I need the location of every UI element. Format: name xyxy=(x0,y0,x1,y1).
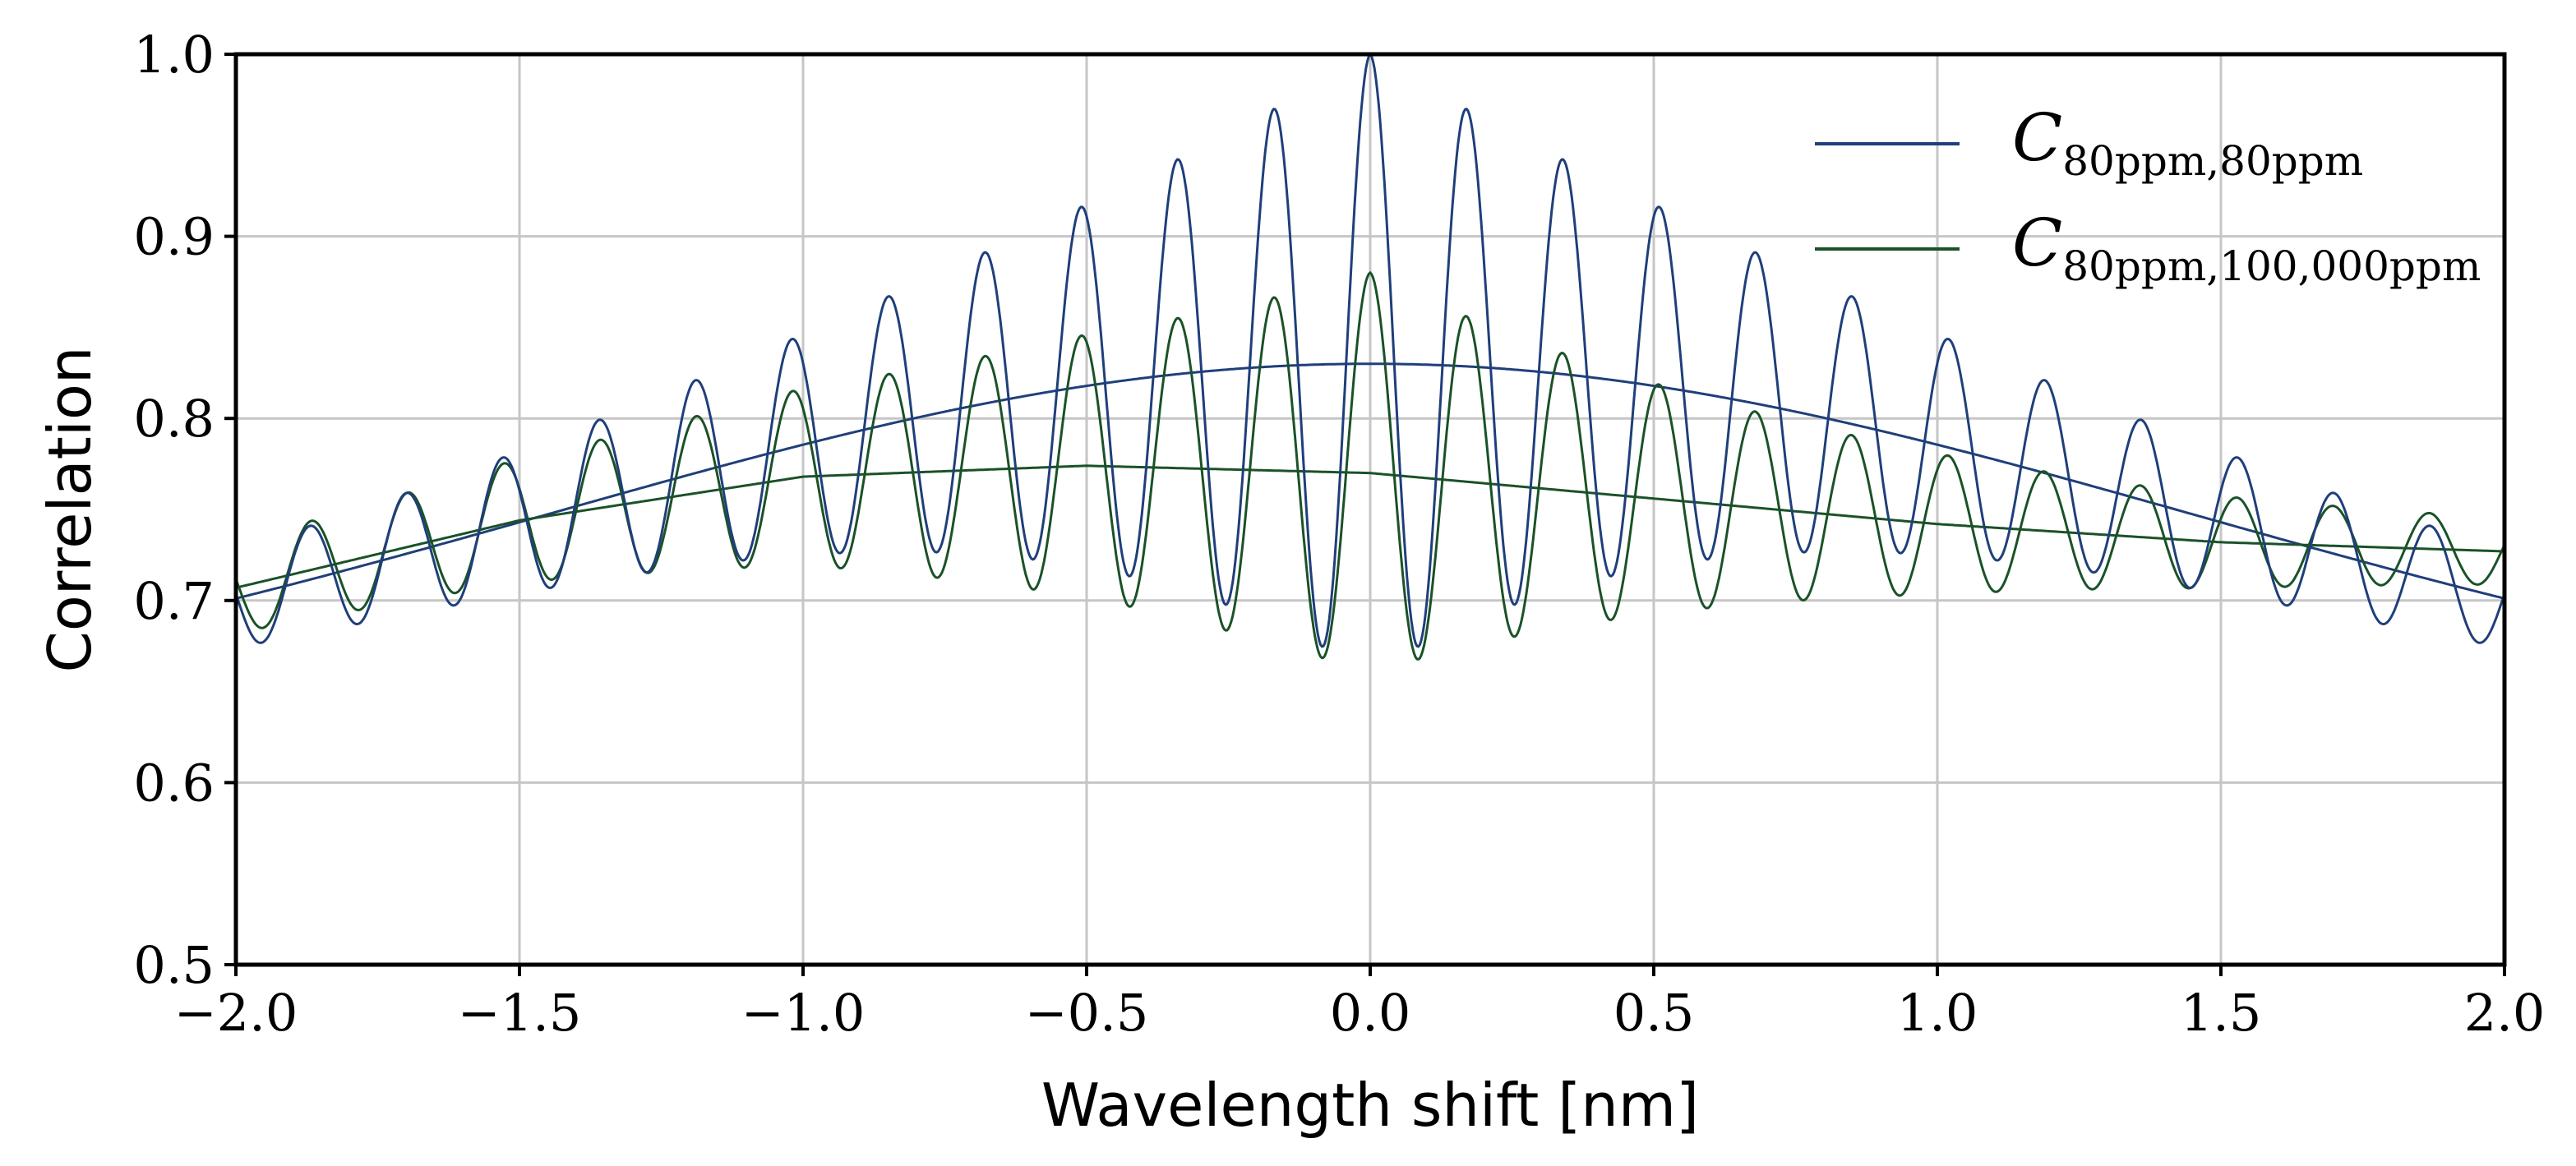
envelope-curves xyxy=(235,362,2505,600)
series-2-line xyxy=(234,270,2506,661)
legend-label-2: C80ppm,100,000ppm xyxy=(2012,205,2481,290)
y-tick-label: 0.6 xyxy=(133,753,215,813)
series-1-envelope-line xyxy=(235,362,2505,600)
x-tick-label: −2.0 xyxy=(174,983,298,1043)
x-axis-label: Wavelength shift [nm] xyxy=(1041,1071,1699,1140)
y-tick-label: 0.9 xyxy=(133,207,215,267)
x-tick-label: 0.0 xyxy=(1330,983,1411,1043)
x-tick-label: −1.5 xyxy=(458,983,582,1043)
legend-label-1: C80ppm,80ppm xyxy=(2012,99,2363,185)
x-tick-label: 0.5 xyxy=(1613,983,1695,1043)
y-axis-label: Correlation xyxy=(35,346,104,672)
x-tick-label: 1.5 xyxy=(2181,983,2262,1043)
x-tick-label: 1.0 xyxy=(1897,983,1978,1043)
y-tick-label: 0.5 xyxy=(133,935,215,995)
series-2-envelope-line xyxy=(235,464,2505,589)
y-tick-label: 0.7 xyxy=(133,571,215,631)
x-tick-label: −0.5 xyxy=(1025,983,1149,1043)
legend: C80ppm,80ppm C80ppm,100,000ppm xyxy=(1815,99,2481,290)
y-tick-label: 1.0 xyxy=(133,25,215,85)
x-tick-label: 2.0 xyxy=(2464,983,2546,1043)
axis-ticks: −2.0 −1.5 −1.0 −0.5 0.0 0.5 1.0 1.5 2.0 0.5 0.6 0.7… xyxy=(133,25,2545,1043)
x-tick-label: −1.0 xyxy=(741,983,866,1043)
y-tick-label: 0.8 xyxy=(133,389,215,449)
